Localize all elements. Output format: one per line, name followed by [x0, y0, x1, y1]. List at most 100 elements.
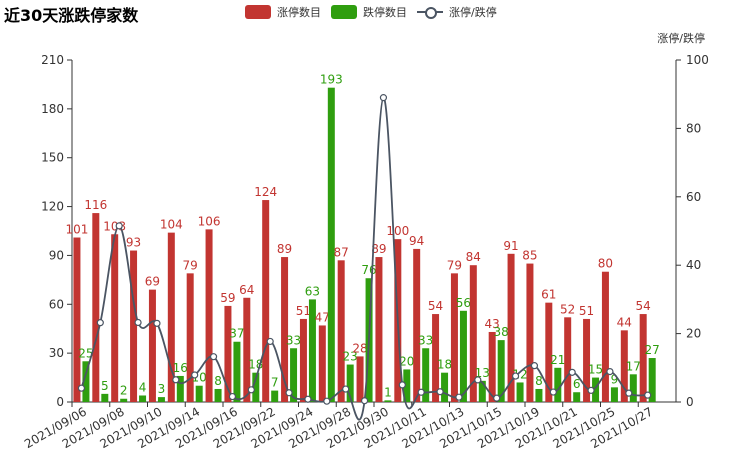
ratio-point [549, 388, 557, 396]
bar-up-label: 43 [485, 317, 500, 331]
bar-down-label: 17 [626, 359, 641, 373]
bar-up [281, 257, 289, 402]
bar-up-label: 51 [296, 304, 311, 318]
ratio-point [304, 395, 312, 403]
bar-down-label: 5 [101, 379, 109, 393]
bar-down-label: 76 [361, 263, 376, 277]
bar-down-label: 8 [535, 374, 543, 388]
bar-down [459, 310, 467, 402]
bar-down-label: 8 [214, 374, 222, 388]
bar-up-label: 89 [277, 242, 292, 256]
bar-down [327, 87, 335, 402]
ratio-point [172, 376, 180, 384]
bar-down [214, 388, 222, 402]
ratio-point [379, 94, 388, 102]
y-right-tick-label: 100 [686, 53, 709, 67]
bar-up-label: 93 [126, 236, 141, 250]
ratio-point [134, 318, 142, 327]
legend-item-ratio[interactable]: 涨停/跌停 [417, 4, 497, 20]
bar-up-label: 100 [386, 224, 409, 238]
bar-up [526, 263, 534, 402]
bar-up [186, 273, 194, 402]
bar-up [148, 289, 156, 402]
ratio-point [153, 319, 161, 327]
bar-up [450, 273, 458, 402]
bar-down [441, 372, 449, 402]
right-axis-title: 涨停/跌停 [657, 32, 705, 45]
legend-item-up[interactable]: 涨停数目 [245, 4, 321, 20]
y-right-tick-label: 20 [686, 327, 701, 341]
bar-up [337, 260, 345, 402]
bar-up [262, 200, 270, 402]
bar-up [318, 325, 326, 402]
ratio-point [96, 319, 104, 327]
bar-up-label: 89 [371, 242, 386, 256]
bar-down [497, 340, 505, 402]
bar-up [167, 232, 175, 402]
bar-up-label: 101 [65, 223, 88, 237]
bar-down-label: 33 [286, 333, 301, 347]
bar-down-label: 37 [229, 327, 244, 341]
bar-down [535, 388, 543, 402]
ratio-point [417, 388, 425, 396]
bar-up-label: 69 [145, 275, 160, 289]
legend-label-down: 跌停数目 [363, 6, 407, 19]
y-left-tick-label: 0 [56, 395, 64, 409]
bar-down [139, 395, 147, 402]
bar-down [478, 380, 486, 402]
bar-down-label: 13 [475, 366, 490, 380]
bar-up [413, 248, 421, 402]
ratio-point [530, 362, 539, 370]
ratio-point [398, 381, 406, 389]
bar-down [610, 387, 618, 402]
bar-up-label: 51 [579, 304, 594, 318]
bar-down [176, 375, 184, 402]
bar-up [375, 257, 383, 402]
bar-up [601, 271, 609, 402]
bar-up-label: 85 [522, 249, 537, 263]
chart-title: 近30天涨跌停家数 [4, 6, 139, 25]
bar-down-label: 33 [418, 333, 433, 347]
bar-down-label: 15 [588, 363, 603, 377]
ratio-point [228, 392, 237, 401]
bar-up [299, 318, 307, 402]
bar-up [639, 314, 647, 402]
bar-up [507, 253, 515, 402]
bar-up-label: 52 [560, 302, 575, 316]
bar-up-label: 94 [409, 234, 424, 248]
legend-item-down[interactable]: 跌停数目 [331, 4, 407, 20]
bar-down-label: 63 [305, 284, 320, 298]
ratio-point [77, 384, 86, 392]
bar-down [271, 390, 279, 402]
bar-down [195, 385, 203, 402]
bar-up [224, 305, 232, 402]
legend-swatch-up [245, 5, 271, 19]
ratio-point [493, 394, 501, 402]
bar-up [130, 250, 138, 402]
bar-up-label: 28 [352, 341, 367, 355]
bar-up-label: 104 [160, 218, 183, 232]
bar-down [648, 358, 656, 402]
bar-up [583, 318, 591, 402]
ratio-point [115, 222, 123, 230]
bar-up [92, 213, 100, 402]
bar-down [120, 398, 128, 402]
bar-down [82, 361, 90, 402]
y-right-tick-label: 80 [686, 121, 701, 135]
bar-up [73, 237, 81, 402]
bar-down [157, 397, 165, 402]
bar-down [403, 369, 411, 402]
bar-up-label: 79 [183, 258, 198, 272]
legend-swatch-down [331, 5, 357, 19]
bar-down-label: 1 [384, 385, 392, 399]
bar-down-label: 9 [611, 372, 619, 386]
bar-down-label: 21 [550, 353, 565, 367]
y-left-tick-label: 150 [41, 151, 64, 165]
y-left-tick-label: 90 [49, 248, 64, 262]
ratio-point [625, 389, 633, 397]
ratio-point [209, 353, 218, 361]
bar-up-label: 91 [503, 239, 518, 253]
y-left-tick-label: 210 [41, 53, 64, 67]
